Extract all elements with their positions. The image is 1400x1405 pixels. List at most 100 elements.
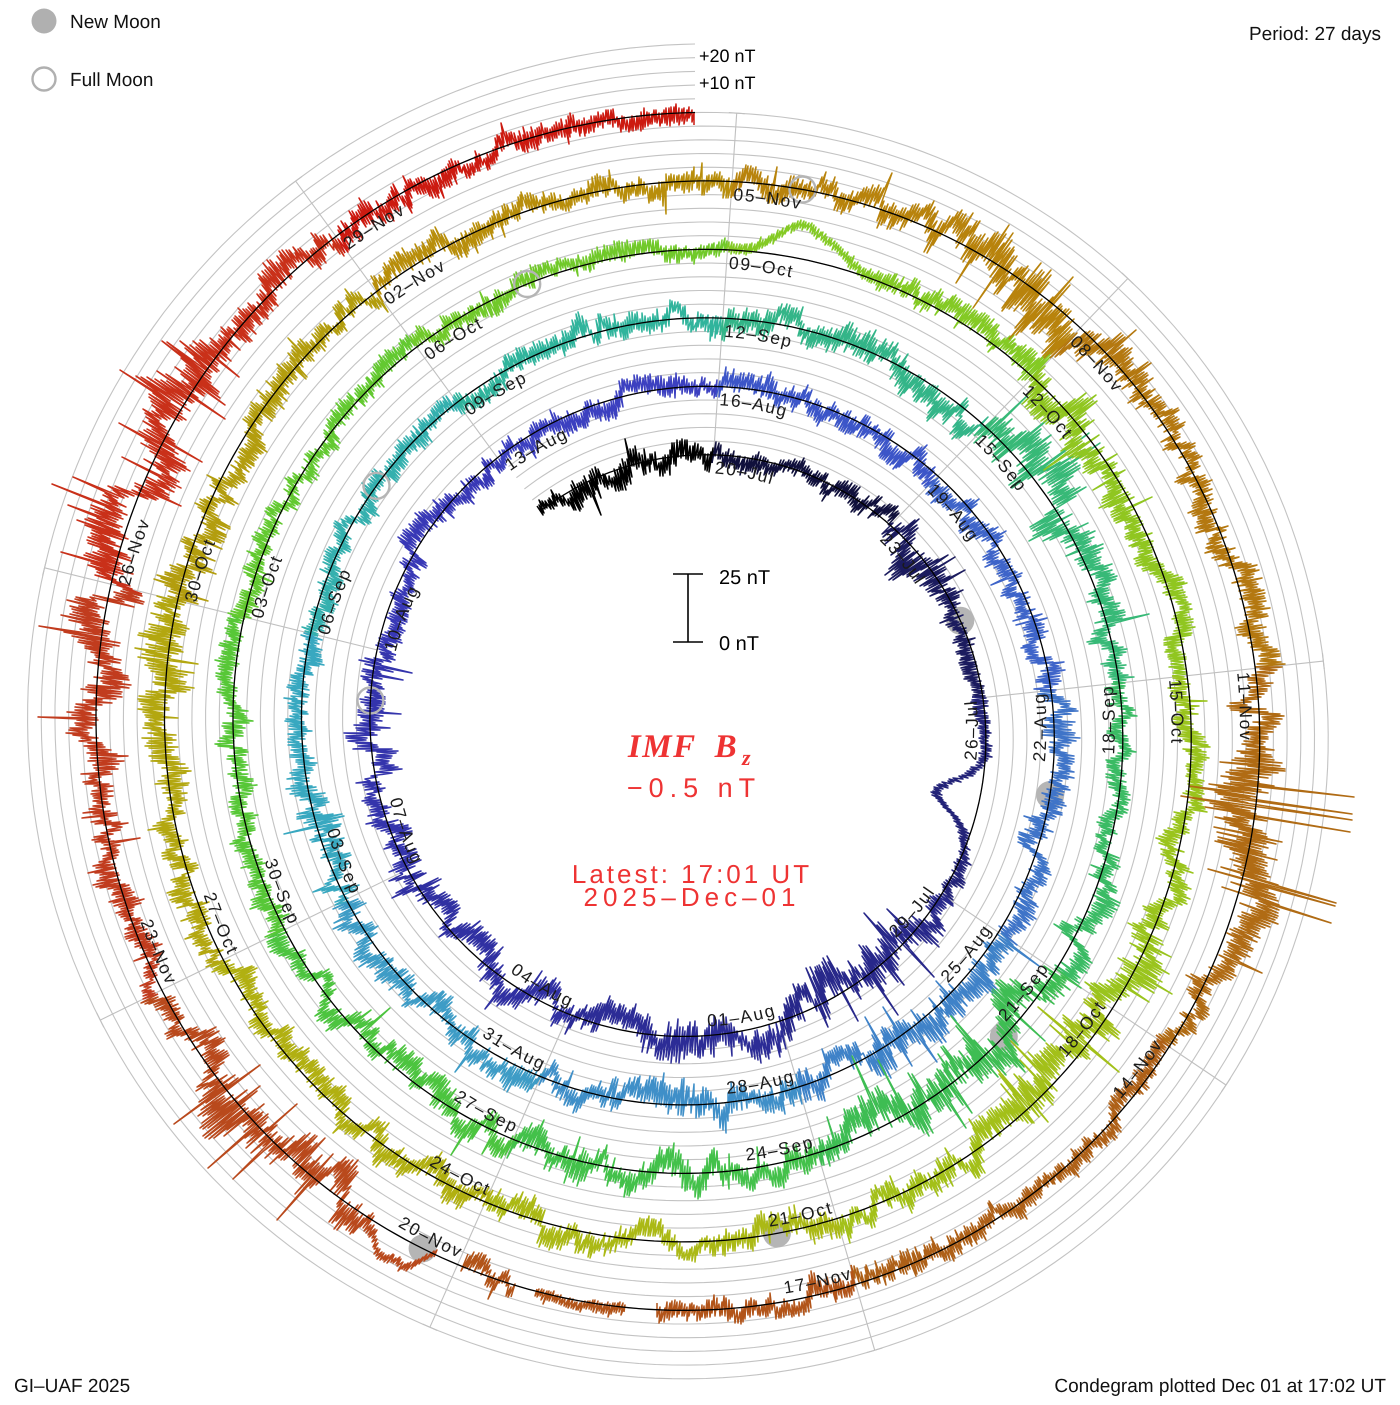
svg-text:v: v xyxy=(1236,731,1256,740)
svg-text:1: 1 xyxy=(1165,678,1186,690)
svg-text:o: o xyxy=(779,190,792,211)
svg-text:p: p xyxy=(1097,686,1118,697)
svg-text:0: 0 xyxy=(728,253,740,274)
svg-text:S: S xyxy=(1099,709,1119,721)
svg-text:+10 nT: +10 nT xyxy=(699,73,756,93)
svg-text:5: 5 xyxy=(744,185,756,206)
svg-text:–: – xyxy=(728,1007,741,1028)
svg-text:e: e xyxy=(1098,697,1119,708)
svg-text:1: 1 xyxy=(782,1276,795,1297)
svg-text:–: – xyxy=(962,728,982,738)
svg-text:–: – xyxy=(747,1074,760,1095)
svg-text:–: – xyxy=(745,323,758,344)
svg-text:l: l xyxy=(766,468,776,488)
svg-text:g: g xyxy=(1029,693,1050,704)
svg-text:–: – xyxy=(1030,729,1050,739)
svg-text:t: t xyxy=(824,1198,834,1219)
svg-text:A: A xyxy=(757,1071,773,1093)
svg-text:1: 1 xyxy=(1234,683,1255,694)
svg-text:Period: 27 days: Period: 27 days xyxy=(1249,24,1381,45)
svg-text:6: 6 xyxy=(730,390,742,411)
svg-text:–: – xyxy=(755,186,767,207)
svg-text:O: O xyxy=(190,553,213,572)
svg-text:u: u xyxy=(961,706,982,717)
svg-text:u: u xyxy=(763,396,777,418)
svg-text:Condegram plotted Dec 01 at 17: Condegram plotted Dec 01 at 17:02 UT xyxy=(1054,1376,1386,1397)
svg-text:2: 2 xyxy=(714,457,726,478)
svg-text:e: e xyxy=(789,1135,803,1157)
svg-text:2: 2 xyxy=(744,1144,756,1165)
svg-text:–: – xyxy=(1167,701,1187,712)
svg-text:0: 0 xyxy=(725,459,738,480)
svg-text:S: S xyxy=(776,1137,792,1159)
svg-text:1: 1 xyxy=(723,321,734,342)
svg-text:A: A xyxy=(738,1005,753,1027)
svg-text:t: t xyxy=(785,261,794,282)
svg-text:p: p xyxy=(779,330,793,352)
svg-text:Full Moon: Full Moon xyxy=(70,70,153,91)
svg-text:c: c xyxy=(775,259,788,280)
svg-text:–: – xyxy=(1099,722,1119,732)
svg-text:o: o xyxy=(828,1266,842,1288)
svg-text:GI–UAF 2025: GI–UAF 2025 xyxy=(14,1376,130,1397)
svg-text:9: 9 xyxy=(739,254,751,275)
svg-text:2: 2 xyxy=(725,1077,737,1098)
svg-text:1: 1 xyxy=(1233,671,1254,683)
svg-text:–: – xyxy=(750,255,763,276)
svg-text:2: 2 xyxy=(114,573,136,587)
svg-text:0: 0 xyxy=(733,184,745,205)
svg-text:S: S xyxy=(756,325,771,347)
svg-text:2025–Dec–01: 2025–Dec–01 xyxy=(584,882,801,912)
svg-text:0 nT: 0 nT xyxy=(719,633,759,655)
svg-text:u: u xyxy=(751,1003,765,1025)
svg-text:O: O xyxy=(799,1202,817,1225)
svg-text:o: o xyxy=(1236,719,1256,729)
svg-text:O: O xyxy=(760,256,777,278)
svg-text:u: u xyxy=(1030,705,1050,716)
svg-text:N: N xyxy=(814,1269,831,1291)
svg-text:0: 0 xyxy=(707,1010,718,1031)
svg-text:J: J xyxy=(962,718,982,727)
svg-text:z: z xyxy=(741,745,751,770)
svg-text:O: O xyxy=(257,570,280,589)
svg-text:–: – xyxy=(740,392,753,413)
svg-text:v: v xyxy=(790,192,803,213)
svg-text:25 nT: 25 nT xyxy=(719,567,770,589)
svg-text:1: 1 xyxy=(719,389,730,410)
svg-text:2: 2 xyxy=(767,1209,780,1230)
svg-text:–: – xyxy=(788,1205,802,1227)
svg-text:N: N xyxy=(123,538,146,556)
svg-text:1: 1 xyxy=(778,1207,791,1228)
svg-text:7: 7 xyxy=(793,1274,806,1295)
svg-text:A: A xyxy=(1030,716,1050,728)
svg-text:1: 1 xyxy=(717,1009,729,1030)
svg-text:2: 2 xyxy=(735,322,747,343)
svg-text:N: N xyxy=(1236,705,1256,718)
svg-text:e: e xyxy=(769,327,783,349)
svg-text:–: – xyxy=(766,1140,779,1161)
svg-text:8: 8 xyxy=(736,1075,748,1096)
svg-text:IMF B: IMF B xyxy=(627,729,738,765)
svg-text:−0.5 nT: −0.5 nT xyxy=(627,773,761,803)
svg-text:–: – xyxy=(1235,694,1255,705)
svg-text:4: 4 xyxy=(755,1142,768,1163)
svg-text:5: 5 xyxy=(1166,690,1187,701)
svg-text:u: u xyxy=(770,1069,784,1091)
svg-text:A: A xyxy=(751,393,767,415)
svg-text:2: 2 xyxy=(1029,751,1050,762)
svg-text:+20 nT: +20 nT xyxy=(699,46,756,66)
svg-text:2: 2 xyxy=(1030,740,1050,751)
svg-text:O: O xyxy=(1167,712,1187,726)
svg-text:New Moon: New Moon xyxy=(70,12,161,33)
svg-text:N: N xyxy=(765,188,780,210)
svg-text:1: 1 xyxy=(1098,744,1118,755)
svg-text:Latest: 17:01 UT: Latest: 17:01 UT xyxy=(572,859,812,889)
svg-text:l: l xyxy=(961,700,981,706)
svg-text:8: 8 xyxy=(1099,733,1119,743)
svg-text:–: – xyxy=(804,1272,818,1294)
svg-text:J: J xyxy=(746,462,759,483)
svg-text:6: 6 xyxy=(961,739,982,750)
svg-text:–: – xyxy=(735,460,748,481)
svg-text:t: t xyxy=(1167,738,1187,744)
svg-text:t: t xyxy=(199,537,219,549)
